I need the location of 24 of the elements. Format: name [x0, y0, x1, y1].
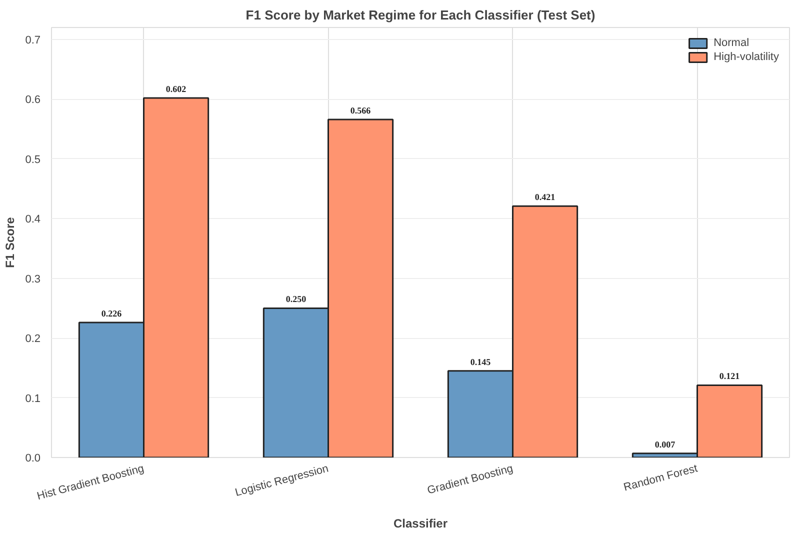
legend-label: High-volatility — [714, 51, 779, 63]
y-tick-label: 0.6 — [25, 94, 41, 106]
legend-label: Normal — [714, 37, 750, 49]
chart-title: F1 Score by Market Regime for Each Classifier (Test Set) — [246, 8, 596, 22]
data-label: 0.121 — [719, 371, 740, 382]
data-label: 0.007 — [654, 439, 676, 450]
data-label: 0.566 — [350, 105, 372, 116]
x-axis-title: Classifier — [393, 516, 448, 530]
y-tick-label: 0.0 — [25, 452, 41, 464]
y-tick-label: 0.3 — [25, 273, 41, 286]
y-tick-label: 0.2 — [25, 333, 41, 346]
x-tick-label: Gradient Boosting — [426, 462, 514, 497]
data-label: 0.226 — [101, 308, 122, 319]
y-tick-label: 0.4 — [25, 214, 41, 226]
x-tick-label: Random Forest — [622, 462, 699, 494]
y-tick-label: 0.1 — [25, 392, 41, 405]
data-label: 0.421 — [534, 192, 556, 202]
y-tick-label: 0.5 — [25, 154, 41, 166]
data-label: 0.250 — [286, 294, 307, 304]
y-axis-title: F1 Score — [3, 216, 18, 268]
x-tick-label: Hist Gradient Boosting — [36, 462, 146, 503]
data-label: 0.145 — [470, 356, 492, 367]
y-tick-label: 0.7 — [25, 34, 41, 46]
data-label: 0.602 — [166, 84, 187, 94]
